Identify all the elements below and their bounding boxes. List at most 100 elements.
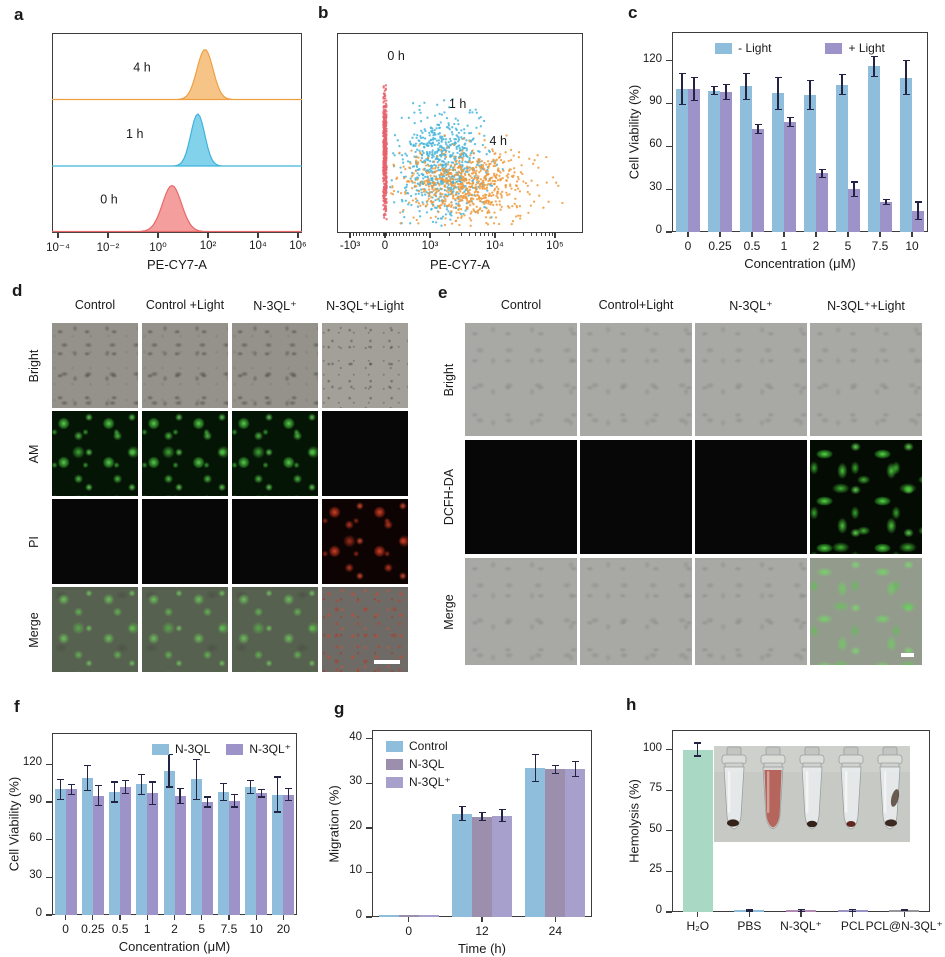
error-cap	[67, 783, 75, 786]
micrograph-merge	[52, 587, 138, 672]
bar	[217, 792, 229, 915]
legend-label: N-3QL⁺	[249, 742, 291, 756]
error-cap	[914, 201, 922, 203]
x-minor-tick	[415, 233, 417, 236]
x-minor-tick	[474, 233, 476, 236]
x-tick-label: 10²	[199, 240, 217, 252]
x-minor-tick	[399, 233, 401, 236]
y-axis-label: Hemolysis (%)	[626, 779, 642, 863]
legend-swatch	[825, 42, 843, 54]
x-minor-tick	[422, 233, 424, 236]
histogram-curve	[52, 184, 302, 233]
x-tick-mark	[879, 232, 881, 237]
bar	[54, 789, 66, 915]
bar	[174, 795, 186, 915]
histogram-time-label: 4 h	[133, 61, 150, 75]
bar	[452, 813, 472, 917]
y-tick-label: 30	[349, 775, 362, 788]
bar	[900, 77, 912, 232]
x-category-label: 1	[780, 239, 788, 253]
x-tick-mark	[384, 233, 386, 238]
micrograph-pi	[322, 499, 408, 584]
bar	[120, 786, 132, 915]
error-cap	[806, 79, 814, 82]
error-cap	[722, 84, 730, 86]
x-tick-mark	[903, 912, 905, 917]
error-cap	[838, 74, 846, 76]
x-minor-tick	[484, 233, 486, 236]
error-cap	[850, 181, 858, 183]
error-cap	[274, 776, 282, 778]
error-cap	[786, 125, 794, 127]
legend-swatch	[226, 743, 244, 755]
error-cap	[754, 124, 762, 126]
x-tick-mark	[748, 912, 750, 917]
bar	[472, 816, 492, 917]
bar	[688, 89, 700, 232]
bar	[784, 122, 796, 232]
error-cap	[138, 793, 146, 796]
y-tick-label: 60	[29, 831, 42, 844]
x-minor-tick	[356, 233, 358, 236]
x-tick-mark	[228, 915, 230, 920]
x-tick-mark	[697, 912, 699, 917]
error-bar	[745, 73, 747, 100]
bar	[740, 86, 752, 232]
panel-f-dark-viability-chart: 0 30 60 90 120 0 0.25 0.5 1 2 5 7.5 10 20 Cell Viabili…	[7, 733, 297, 954]
error-cap	[56, 798, 64, 801]
bar	[545, 769, 566, 917]
panel-b-letter: b	[318, 3, 329, 22]
x-tick-label: 10³	[421, 240, 439, 252]
legend-label: N-3QL⁺	[409, 775, 451, 789]
x-category-label: 2	[812, 239, 820, 253]
legend-swatch	[386, 776, 403, 788]
bar	[804, 94, 816, 232]
bar	[109, 792, 121, 915]
error-bar	[821, 169, 823, 178]
bar	[228, 800, 240, 915]
error-cap	[219, 800, 227, 802]
micrograph-dcfh-da	[695, 440, 807, 554]
error-cap	[94, 785, 102, 787]
error-bar	[905, 60, 907, 95]
error-bar	[261, 789, 263, 797]
x-category-label: 5	[844, 239, 852, 253]
x-minor-tick	[382, 233, 384, 236]
x-category-label: 0.5	[111, 922, 129, 936]
x-tick-mark	[719, 232, 721, 237]
error-bar	[777, 77, 779, 110]
error-bar	[853, 182, 855, 197]
bar	[868, 66, 880, 232]
error-cap	[478, 820, 486, 822]
x-minor-tick	[392, 233, 394, 236]
column-header: Control	[74, 298, 116, 312]
legend-swatch	[151, 743, 169, 755]
y-tick-label: 90	[29, 794, 42, 807]
y-tick-mark	[46, 839, 52, 841]
scatter-time-label: 4 h	[490, 134, 507, 148]
x-tick-mark	[65, 915, 67, 920]
x-tick-mark	[815, 232, 817, 237]
x-category-label: 24	[548, 924, 562, 938]
x-category-label: H₂O	[686, 919, 710, 933]
x-tick-mark	[57, 233, 59, 238]
legend: Control N-3QL N-3QL⁺	[386, 739, 451, 789]
x-minor-tick	[366, 233, 367, 236]
bar	[682, 749, 713, 912]
x-category-label: 0	[62, 922, 69, 936]
x-axis-label: PE-CY7-A	[430, 257, 490, 272]
error-cap	[247, 780, 255, 782]
y-tick-label: 30	[29, 869, 42, 882]
error-cap	[285, 787, 293, 789]
x-tick-mark	[207, 233, 209, 238]
bar	[752, 129, 764, 232]
micrograph-bright	[322, 323, 408, 408]
y-tick-mark	[666, 102, 672, 105]
error-cap	[258, 796, 266, 798]
bar	[283, 794, 295, 915]
error-cap	[192, 758, 200, 760]
y-tick-mark	[666, 145, 672, 147]
bar	[418, 915, 439, 917]
bar	[848, 189, 860, 232]
